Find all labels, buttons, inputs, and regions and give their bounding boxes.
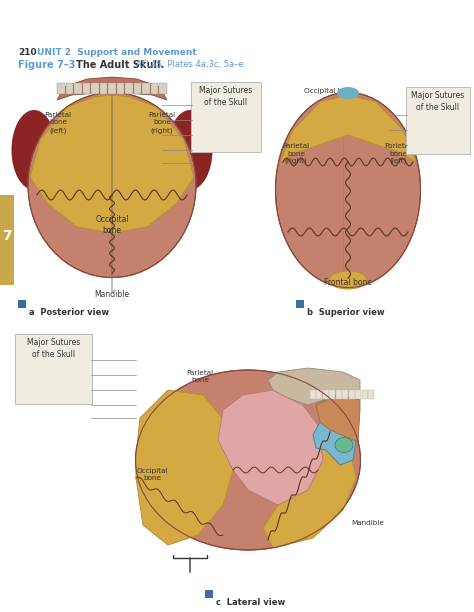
Bar (66, 83, 73, 94)
Bar (82, 83, 90, 94)
Text: Mandible: Mandible (94, 290, 129, 299)
Bar (349, 390, 355, 399)
Text: Parietal
bone
(right): Parietal bone (right) (283, 143, 310, 165)
Polygon shape (30, 95, 194, 233)
Text: Occipital bone: Occipital bone (304, 88, 356, 94)
Bar (142, 83, 150, 94)
Polygon shape (57, 77, 167, 100)
Text: Frontal
bone: Frontal bone (298, 385, 322, 398)
Bar (134, 83, 141, 94)
Bar (343, 390, 348, 399)
Text: ATLAS: Plates 4a,3c, 5a–e: ATLAS: Plates 4a,3c, 5a–e (136, 60, 244, 69)
Polygon shape (316, 395, 360, 442)
Polygon shape (313, 418, 356, 465)
Bar (336, 390, 342, 399)
Ellipse shape (136, 370, 361, 550)
Bar (74, 83, 82, 94)
Text: Occipital
bone: Occipital bone (95, 215, 129, 235)
Bar (159, 83, 167, 94)
Text: Major Sutures
of the Skull: Major Sutures of the Skull (200, 86, 253, 107)
Bar (0, 195, 14, 285)
Text: UNIT 2  Support and Movement: UNIT 2 Support and Movement (37, 48, 197, 57)
Ellipse shape (335, 438, 353, 452)
Ellipse shape (337, 87, 359, 99)
Ellipse shape (275, 92, 420, 288)
Text: Major Sutures
of the Skull: Major Sutures of the Skull (411, 91, 465, 112)
Text: Frontal bone: Frontal bone (324, 278, 372, 287)
Text: 7: 7 (2, 229, 12, 243)
Text: Parietal
bone
(right): Parietal bone (right) (148, 112, 175, 133)
Ellipse shape (11, 110, 56, 190)
FancyBboxPatch shape (15, 334, 92, 404)
Text: Temporal
bone: Temporal bone (231, 420, 264, 433)
Bar (296, 300, 304, 308)
Text: Figure 7–3: Figure 7–3 (18, 60, 75, 70)
Bar (317, 390, 322, 399)
Polygon shape (273, 370, 328, 405)
Bar (151, 83, 158, 94)
Text: Parietal
bone
(left): Parietal bone (left) (45, 112, 72, 133)
Polygon shape (136, 390, 233, 545)
Bar (368, 390, 374, 399)
Text: b  Superior view: b Superior view (307, 308, 384, 317)
Bar (125, 83, 133, 94)
Bar (205, 590, 213, 598)
Polygon shape (263, 430, 356, 548)
Ellipse shape (167, 110, 212, 190)
Bar (117, 83, 124, 94)
FancyBboxPatch shape (406, 87, 470, 154)
Text: a  Posterior view: a Posterior view (29, 308, 109, 317)
Bar (18, 300, 26, 308)
Bar (108, 83, 116, 94)
Ellipse shape (329, 271, 367, 289)
Bar (323, 390, 329, 399)
FancyBboxPatch shape (191, 82, 261, 152)
Bar (310, 390, 316, 399)
Bar (100, 83, 107, 94)
Ellipse shape (28, 92, 196, 277)
Text: The Adult Skull.: The Adult Skull. (76, 60, 164, 70)
Bar (329, 390, 336, 399)
Bar (362, 390, 368, 399)
Text: Mandible: Mandible (352, 520, 384, 526)
Polygon shape (280, 95, 416, 162)
Polygon shape (218, 390, 323, 505)
Bar (356, 390, 362, 399)
Bar (91, 83, 99, 94)
Text: Major Sutures
of the Skull: Major Sutures of the Skull (27, 338, 80, 359)
Text: c  Lateral view: c Lateral view (216, 598, 285, 607)
Text: Occipital
bone: Occipital bone (136, 468, 168, 482)
Text: 210: 210 (18, 48, 36, 57)
Bar (57, 83, 64, 94)
Polygon shape (268, 368, 360, 405)
Text: Parietal
bone
(left): Parietal bone (left) (384, 143, 411, 165)
Text: Parietal
bone: Parietal bone (186, 370, 214, 384)
